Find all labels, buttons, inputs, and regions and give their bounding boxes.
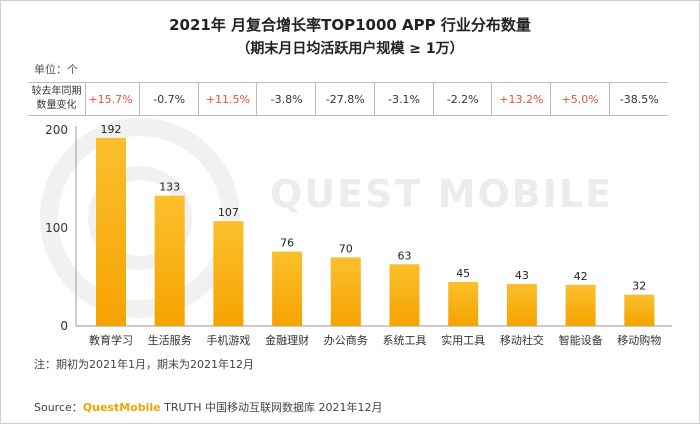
yoy-change-row: 较去年同期 数量变化 +15.7% -0.7% +11.5% -3.8% -27.8% -… xyxy=(28,82,668,116)
bar-7 xyxy=(506,283,537,326)
yoy-change-cell-6: -2.2% xyxy=(434,83,493,115)
bar-0 xyxy=(96,137,126,326)
bar-value-label-4: 70 xyxy=(339,242,353,255)
source-prefix: Source： xyxy=(34,401,83,414)
bar-value-label-3: 76 xyxy=(280,237,294,250)
bar-8 xyxy=(565,284,596,326)
yoy-change-cell-7: +13.2% xyxy=(493,83,551,115)
yoy-change-cell-2: +11.5% xyxy=(199,83,258,115)
yoy-change-cell-0: +15.7% xyxy=(82,83,140,115)
yoy-change-cell-8: +5.0% xyxy=(552,83,610,115)
source-line: Source：QuestMobile TRUTH 中国移动互联网数据库 2021… xyxy=(34,399,383,415)
yoy-row-label-line2: 数量变化 xyxy=(36,100,77,111)
yoy-change-cell-4: -27.8% xyxy=(317,83,375,115)
bar-5 xyxy=(389,264,420,326)
x-category-label-3: 金融理财 xyxy=(265,333,309,347)
y-tick-label-2: 200 xyxy=(45,123,68,137)
bar-value-label-7: 43 xyxy=(515,269,529,282)
bar-value-label-8: 42 xyxy=(574,270,588,283)
bar-value-label-2: 107 xyxy=(218,206,239,219)
bar-value-label-1: 133 xyxy=(159,181,180,194)
yoy-row-label-line1: 较去年同期 xyxy=(31,86,82,97)
y-tick-label-1: 100 xyxy=(45,221,68,235)
footnote: 注：期初为2021年1月，期末为2021年12月 xyxy=(34,358,254,371)
x-category-label-1: 生活服务 xyxy=(148,333,192,347)
bar-9 xyxy=(624,294,655,326)
yoy-change-cell-3: -3.8% xyxy=(258,83,317,115)
chart-subtitle: （期末月日均活跃用户规模 ≥ 1万） xyxy=(236,41,464,57)
x-category-label-8: 智能设备 xyxy=(559,333,603,347)
bar-3 xyxy=(272,251,303,326)
y-tick-label-0: 0 xyxy=(60,319,68,333)
x-category-label-5: 系统工具 xyxy=(383,334,427,347)
yoy-change-cell-5: -3.1% xyxy=(376,83,434,115)
bar-4 xyxy=(330,257,361,326)
yoy-change-cell-1: -0.7% xyxy=(141,83,199,115)
bar-chart: 0 100 200 192 教育学习 133 生活服务 107 手机游戏 76 金融理财 70 办公商务… xyxy=(45,123,672,347)
bar-value-label-9: 32 xyxy=(632,280,646,293)
chart-title: 2021年 月复合增长率TOP1000 APP 行业分布数量 xyxy=(169,16,531,34)
bar-value-label-6: 45 xyxy=(456,267,470,280)
x-category-label-6: 实用工具 xyxy=(441,333,485,347)
source-rest: TRUTH 中国移动互联网数据库 2021年12月 xyxy=(160,401,383,414)
bar-1 xyxy=(154,195,185,326)
unit-label: 单位：个 xyxy=(34,63,78,76)
x-category-label-0: 教育学习 xyxy=(89,333,133,347)
x-category-label-4: 办公商务 xyxy=(324,333,368,347)
x-category-label-2: 手机游戏 xyxy=(206,333,250,347)
yoy-row-label: 较去年同期 数量变化 xyxy=(28,83,86,115)
watermark-text: QUEST MOBILE xyxy=(270,172,614,216)
x-category-label-9: 移动购物 xyxy=(617,333,661,347)
bar-value-label-0: 192 xyxy=(101,123,122,136)
bar-6 xyxy=(448,281,479,326)
bar-value-label-5: 63 xyxy=(398,249,412,262)
source-brand: QuestMobile xyxy=(82,401,161,414)
x-category-label-7: 移动社交 xyxy=(500,333,544,347)
yoy-change-cell-9: -38.5% xyxy=(619,92,659,106)
bar-2 xyxy=(213,221,244,326)
